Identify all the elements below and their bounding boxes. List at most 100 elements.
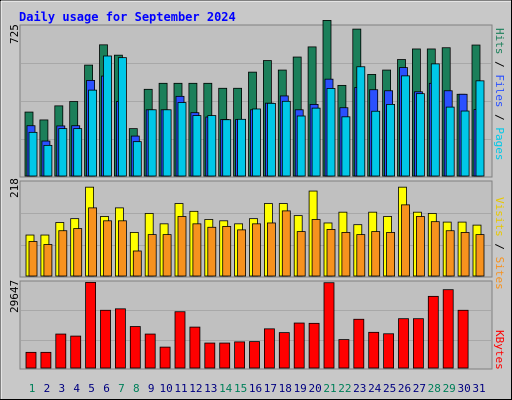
- bar-pages: [371, 110, 381, 177]
- bar-pages: [430, 63, 440, 177]
- bar-pages: [266, 102, 276, 177]
- bar-kbytes: [323, 282, 335, 369]
- day-label: 10: [159, 382, 172, 395]
- bar-pages: [356, 66, 366, 177]
- bar-kbytes: [308, 322, 320, 369]
- bar-kbytes: [55, 333, 67, 369]
- bar-kbytes: [338, 339, 350, 369]
- bar-sites: [73, 228, 83, 277]
- day-label: 26: [398, 382, 411, 395]
- bar-pages: [386, 104, 396, 177]
- bar-sites: [118, 220, 127, 277]
- day-label: 28: [428, 382, 441, 395]
- bar-sites: [266, 222, 276, 277]
- day-label: 23: [353, 382, 366, 395]
- bar-kbytes: [368, 331, 380, 369]
- bar-sites: [58, 230, 68, 277]
- day-label: 19: [294, 382, 307, 395]
- bar-sites: [296, 231, 306, 277]
- bar-sites: [371, 231, 381, 277]
- bar-pages: [445, 106, 455, 177]
- bar-sites: [445, 230, 455, 277]
- bar-kbytes: [115, 308, 126, 369]
- bar-pages: [401, 75, 410, 177]
- bar-sites: [430, 221, 440, 277]
- bar-sites: [281, 210, 291, 277]
- bar-sites: [252, 223, 261, 277]
- day-label: 29: [443, 382, 456, 395]
- bar-kbytes: [219, 342, 231, 369]
- day-label: 14: [219, 382, 233, 395]
- bar-kbytes: [159, 346, 171, 369]
- bar-pages: [192, 115, 202, 177]
- bar-kbytes: [353, 318, 365, 369]
- bar-pages: [460, 110, 470, 177]
- day-label: 3: [58, 382, 65, 395]
- bar-sites: [401, 204, 410, 277]
- bar-pages: [311, 107, 321, 177]
- day-label: 6: [103, 382, 110, 395]
- bar-sites: [475, 234, 485, 277]
- bar-pages: [415, 93, 425, 177]
- day-label: 17: [264, 382, 277, 395]
- bar-kbytes: [234, 341, 246, 369]
- bar-kbytes: [412, 318, 424, 369]
- bar-sites: [222, 226, 232, 277]
- visits-legend: Visits / Sites: [493, 197, 506, 290]
- bar-kbytes: [174, 311, 186, 369]
- kbytes-ymax-label: 29647: [8, 280, 21, 313]
- bar-pages: [177, 102, 187, 177]
- bar-pages: [118, 57, 127, 177]
- bar-kbytes: [278, 332, 290, 369]
- bar-pages: [207, 115, 217, 177]
- visits-ymax-label: 218: [8, 178, 21, 198]
- day-label: 21: [323, 382, 336, 395]
- day-label: 1: [29, 382, 36, 395]
- bar-kbytes: [25, 351, 37, 369]
- day-label: 20: [308, 382, 321, 395]
- bar-kbytes: [40, 351, 52, 369]
- bar-kbytes: [100, 309, 111, 369]
- day-label: 16: [249, 382, 262, 395]
- bar-pages: [73, 128, 83, 177]
- bar-sites: [177, 216, 187, 277]
- day-label: 7: [118, 382, 125, 395]
- bar-kbytes: [189, 326, 201, 369]
- day-label: 27: [413, 382, 426, 395]
- bar-sites: [103, 220, 112, 277]
- legend-kbytes: KBytes: [493, 330, 506, 370]
- bar-sites: [386, 232, 396, 277]
- bar-sites: [341, 232, 351, 277]
- bar-sites: [132, 250, 142, 277]
- bar-kbytes: [204, 342, 216, 369]
- bar-kbytes: [144, 333, 156, 369]
- chart-title: Daily usage for September 2024: [19, 10, 236, 24]
- day-label: 22: [338, 382, 351, 395]
- bar-kbytes: [383, 333, 395, 369]
- bar-kbytes: [129, 326, 141, 369]
- bar-pages: [281, 100, 291, 177]
- bar-sites: [147, 234, 157, 277]
- day-label: 4: [73, 382, 80, 395]
- bar-pages: [162, 109, 172, 177]
- bar-pages: [28, 131, 38, 177]
- bar-pages: [88, 89, 97, 177]
- day-label: 13: [204, 382, 217, 395]
- bar-pages: [341, 116, 351, 177]
- bar-sites: [237, 229, 247, 277]
- bar-pages: [132, 141, 142, 177]
- day-label: 8: [133, 382, 140, 395]
- bar-sites: [460, 232, 470, 277]
- day-label: 9: [148, 382, 155, 395]
- bar-kbytes: [85, 282, 96, 369]
- bar-pages: [475, 80, 485, 177]
- bar-kbytes: [457, 309, 469, 369]
- bar-sites: [192, 223, 202, 277]
- bar-sites: [162, 234, 172, 277]
- legend-sites: Sites: [493, 257, 506, 290]
- bar-sites: [356, 234, 366, 277]
- bar-kbytes: [427, 295, 439, 369]
- bar-pages: [296, 115, 306, 177]
- bar-pages: [103, 55, 112, 177]
